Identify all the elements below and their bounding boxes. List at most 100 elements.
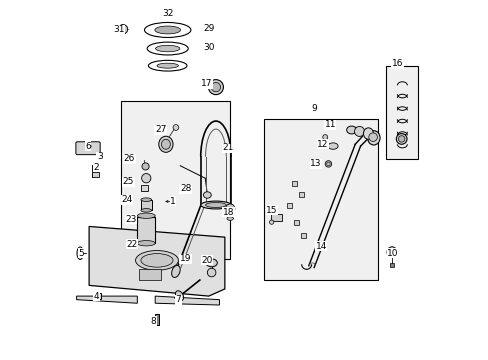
Circle shape <box>142 174 151 183</box>
Circle shape <box>207 268 216 277</box>
Text: 7: 7 <box>175 295 181 304</box>
Bar <box>264 119 378 280</box>
Ellipse shape <box>147 42 188 55</box>
Ellipse shape <box>395 134 406 144</box>
Ellipse shape <box>77 247 83 260</box>
Ellipse shape <box>203 192 211 198</box>
Text: 9: 9 <box>311 104 316 113</box>
Polygon shape <box>77 296 137 303</box>
Ellipse shape <box>171 265 180 278</box>
Text: 6: 6 <box>85 141 91 150</box>
Ellipse shape <box>327 143 337 149</box>
Text: 32: 32 <box>162 9 173 18</box>
Ellipse shape <box>148 60 186 71</box>
Polygon shape <box>89 226 224 296</box>
Ellipse shape <box>155 26 180 34</box>
Text: 24: 24 <box>122 195 133 204</box>
Ellipse shape <box>159 136 173 152</box>
Circle shape <box>173 125 179 130</box>
Circle shape <box>118 24 127 34</box>
Bar <box>143 175 148 181</box>
Ellipse shape <box>201 201 231 209</box>
Bar <box>139 269 160 280</box>
Bar <box>299 192 304 197</box>
FancyBboxPatch shape <box>76 142 100 155</box>
Circle shape <box>368 133 377 141</box>
Ellipse shape <box>208 80 223 95</box>
Ellipse shape <box>386 247 396 257</box>
Ellipse shape <box>137 240 155 246</box>
Polygon shape <box>155 296 219 305</box>
Bar <box>300 233 305 238</box>
Text: 29: 29 <box>203 24 214 33</box>
Ellipse shape <box>325 161 331 167</box>
Text: 2: 2 <box>93 163 99 172</box>
Ellipse shape <box>141 198 151 202</box>
Ellipse shape <box>326 162 329 166</box>
Ellipse shape <box>141 208 151 212</box>
Ellipse shape <box>363 128 373 139</box>
Text: 30: 30 <box>203 43 214 52</box>
Bar <box>291 181 296 186</box>
Text: 14: 14 <box>315 242 326 251</box>
Bar <box>92 165 99 170</box>
Text: 12: 12 <box>317 140 328 149</box>
Ellipse shape <box>398 136 404 142</box>
Ellipse shape <box>155 45 180 52</box>
Ellipse shape <box>211 82 220 92</box>
Text: 15: 15 <box>265 206 277 215</box>
Bar <box>141 185 147 191</box>
Text: 5: 5 <box>78 249 83 258</box>
Text: 11: 11 <box>324 120 335 129</box>
Ellipse shape <box>269 210 276 214</box>
Text: 4: 4 <box>93 292 99 301</box>
Text: 23: 23 <box>125 215 136 224</box>
Ellipse shape <box>205 259 217 267</box>
Text: 18: 18 <box>222 208 234 217</box>
Bar <box>389 263 393 267</box>
Text: 31: 31 <box>113 26 124 35</box>
Bar <box>385 66 417 158</box>
Ellipse shape <box>135 251 178 270</box>
Bar <box>293 220 298 225</box>
Bar <box>92 172 99 177</box>
Bar <box>121 102 230 258</box>
Ellipse shape <box>175 291 183 301</box>
Ellipse shape <box>367 131 379 145</box>
Text: 20: 20 <box>201 256 212 265</box>
Ellipse shape <box>161 139 170 149</box>
Text: 21: 21 <box>222 143 234 152</box>
Ellipse shape <box>144 22 190 37</box>
Text: 28: 28 <box>180 184 191 193</box>
Text: 10: 10 <box>386 249 398 258</box>
Ellipse shape <box>269 220 273 224</box>
Text: 27: 27 <box>155 126 166 135</box>
Ellipse shape <box>205 203 226 207</box>
Bar <box>141 200 151 210</box>
Ellipse shape <box>388 249 394 255</box>
Ellipse shape <box>157 63 178 68</box>
Bar <box>286 203 291 207</box>
Ellipse shape <box>346 126 356 134</box>
Bar <box>271 214 282 221</box>
Ellipse shape <box>137 213 155 219</box>
Text: 13: 13 <box>309 159 321 168</box>
Text: 22: 22 <box>126 240 137 249</box>
Text: 8: 8 <box>150 316 156 325</box>
Circle shape <box>354 126 364 136</box>
Bar <box>137 217 155 243</box>
Text: 3: 3 <box>97 152 102 161</box>
Text: 26: 26 <box>123 154 135 163</box>
Ellipse shape <box>226 217 233 220</box>
Ellipse shape <box>141 253 173 267</box>
Text: 1: 1 <box>170 197 176 206</box>
Text: 19: 19 <box>180 254 191 263</box>
Circle shape <box>142 163 149 170</box>
Text: 16: 16 <box>391 59 402 68</box>
Bar <box>155 314 159 325</box>
Bar <box>96 293 101 299</box>
Text: 25: 25 <box>122 177 134 186</box>
Ellipse shape <box>322 135 327 140</box>
Circle shape <box>225 204 234 213</box>
Text: 17: 17 <box>201 79 212 88</box>
